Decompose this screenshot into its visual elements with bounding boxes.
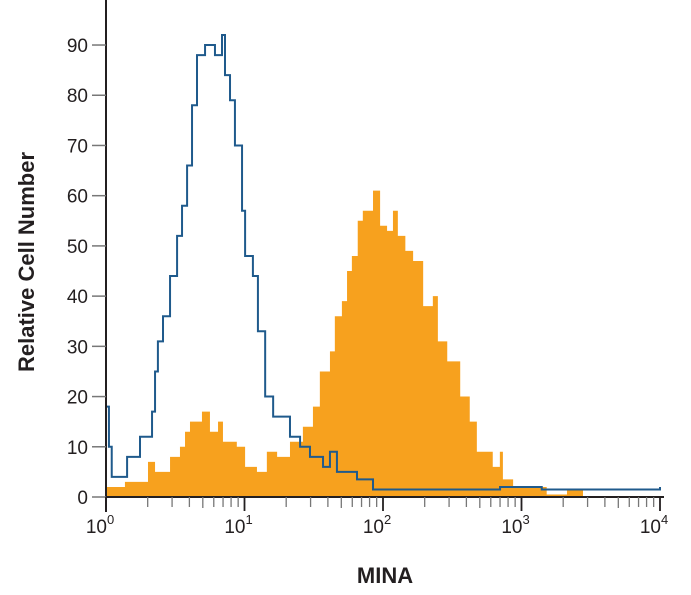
- x-tick-label: 100: [86, 512, 114, 538]
- x-tick-label: 102: [363, 512, 391, 538]
- x-tick-label: 101: [224, 512, 252, 538]
- x-tick-label: 103: [501, 512, 529, 538]
- y-axis-title: Relative Cell Number: [14, 152, 39, 373]
- y-tick-label: 20: [67, 388, 88, 409]
- y-tick-label: 30: [67, 337, 88, 358]
- y-tick-label: 80: [67, 86, 88, 107]
- y-tick-label: 70: [67, 136, 88, 157]
- y-tick-label: 40: [67, 287, 88, 308]
- y-tick-label: 90: [67, 36, 88, 57]
- y-tick-label: 50: [67, 237, 88, 258]
- y-tick-label: 0: [77, 488, 88, 509]
- axes-layer: 0 10 20 30 40 50 60 70 80 90 100 101 102 103 104: [67, 0, 668, 538]
- sample-histogram-fill: [106, 190, 587, 497]
- x-tick-label: 104: [640, 512, 668, 538]
- y-tick-label: 60: [67, 187, 88, 208]
- isotype-histogram-outline: [106, 33, 661, 491]
- x-axis-title: MINA: [357, 563, 413, 588]
- series-layer: [106, 33, 661, 497]
- y-tick-label: 10: [67, 438, 88, 459]
